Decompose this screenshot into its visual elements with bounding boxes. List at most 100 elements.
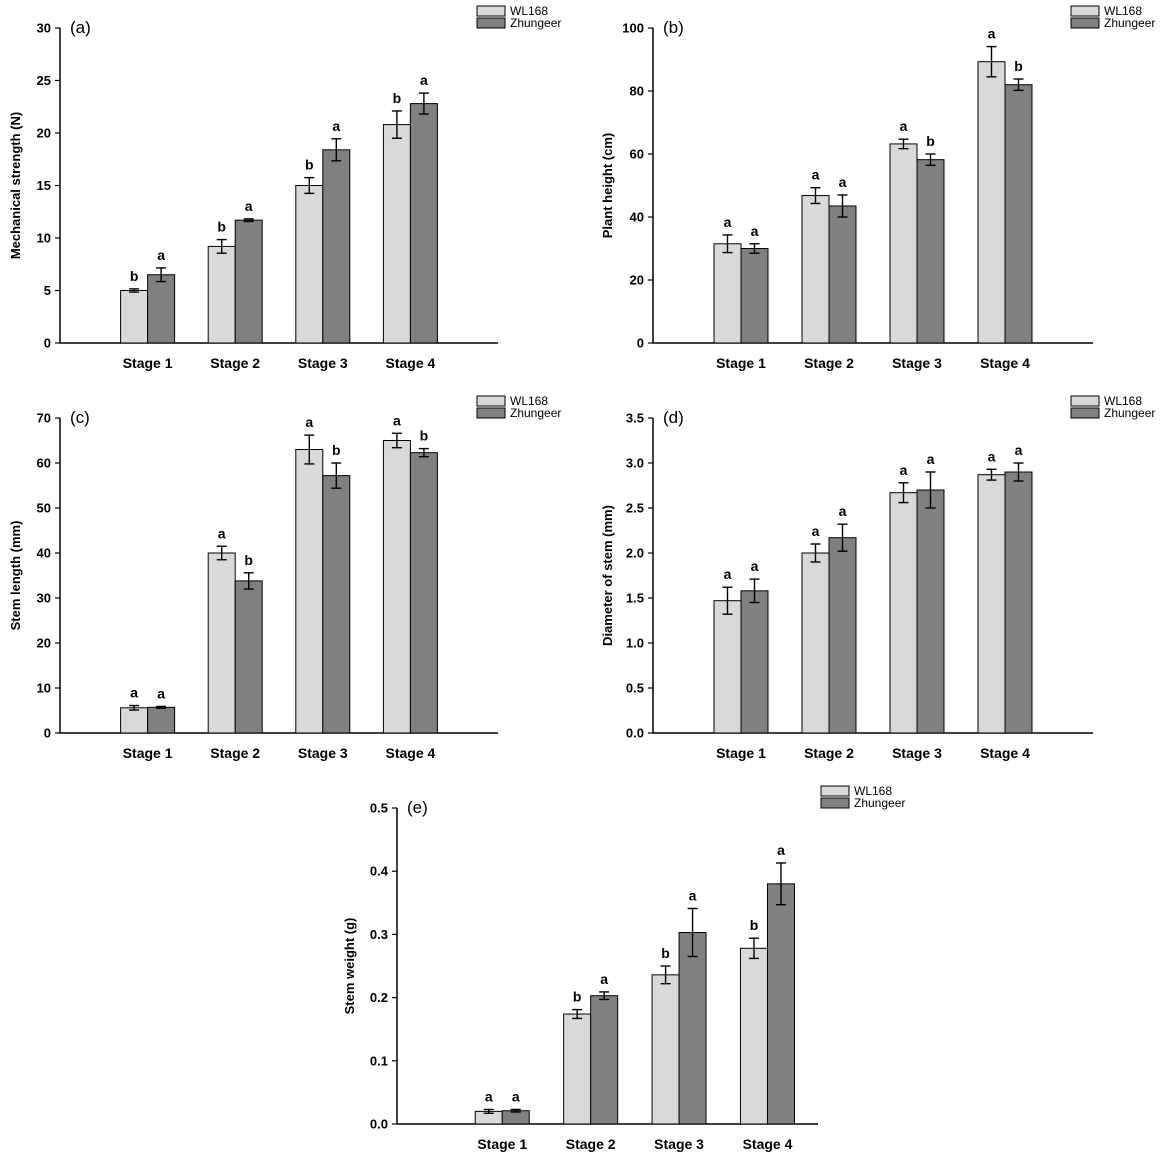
y-tick-label: 10 [37,681,51,696]
bar-wl168 [295,185,324,344]
bar-zhungeer [147,706,176,734]
bar-wl168 [713,243,742,344]
bar-zhungeer [1004,84,1033,344]
bar-wl168 [207,552,236,734]
y-tick-label: 20 [37,636,51,651]
significance-letter: a [245,198,253,214]
legend-swatch [476,407,506,419]
significance-letter: b [573,989,582,1005]
y-tick-label: 0.2 [370,990,388,1005]
legend-swatch [476,395,506,407]
y-tick-label: 10 [37,231,51,246]
y-tick-label: 5 [44,283,51,298]
category-label: Stage 4 [980,745,1030,761]
category-label: Stage 3 [298,745,348,761]
y-axis-label: Mechanical strength (N) [8,112,23,259]
y-tick-label: 0.4 [370,864,389,879]
significance-letter: b [420,428,429,444]
bar-zhungeer [916,489,945,734]
legend-label: Zhungeer [510,406,561,420]
y-tick-label: 0.1 [370,1053,388,1068]
y-axis-label: Stem weight (g) [342,918,357,1015]
panel-label: (a) [70,18,91,37]
significance-letter: a [988,448,996,464]
significance-letter: b [305,157,314,173]
significance-letter: a [157,247,165,263]
significance-letter: a [420,72,428,88]
bar-zhungeer [828,537,857,734]
category-label: Stage 2 [566,1136,616,1152]
y-tick-label: 0.0 [370,1117,388,1132]
category-label: Stage 4 [385,355,435,371]
significance-letter: a [512,1088,520,1104]
category-label: Stage 2 [804,745,854,761]
bar-zhungeer [322,149,351,344]
category-label: Stage 4 [743,1136,793,1152]
significance-letter: b [332,442,341,458]
y-tick-label: 15 [37,178,51,193]
legend-swatch [476,17,506,29]
panel-label: (b) [663,18,684,37]
legend-swatch [1070,407,1100,419]
significance-letter: a [305,414,313,430]
bar-wl168 [382,124,411,344]
bar-wl168 [977,61,1006,344]
bar-wl168 [120,707,149,734]
significance-letter: a [900,118,908,134]
y-tick-label: 0.0 [626,726,644,741]
bar-zhungeer [1004,471,1033,734]
y-tick-label: 30 [37,591,51,606]
bar-zhungeer [740,248,769,344]
bar-zhungeer [501,1110,530,1125]
significance-letter: a [724,566,732,582]
significance-letter: a [130,685,138,701]
significance-letter: b [244,552,253,568]
chart-panel-a: 0 5 10 15 20 25 30 Mechanical strength (N) (a) b a… [8,4,561,371]
significance-letter: a [1015,442,1023,458]
category-label: Stage 2 [210,745,260,761]
y-tick-label: 70 [37,411,51,426]
legend-label: Zhungeer [1104,406,1155,420]
significance-letter: a [839,174,847,190]
significance-letter: a [689,887,697,903]
chart-panel-e: 0.0 0.1 0.2 0.3 0.4 0.5 Stem weight (g) (e) a a St… [342,784,905,1152]
chart-panel-d: 0.0 0.5 1.0 1.5 2.0 2.5 3.0 3.5 Diameter of stem… [600,394,1155,761]
panel-label: (e) [407,798,428,817]
legend-label: WL168 [854,784,892,798]
significance-letter: b [217,219,226,235]
significance-letter: a [839,503,847,519]
y-axis-label: Diameter of stem (mm) [600,505,615,646]
y-tick-label: 3.0 [626,456,644,471]
legend-label: WL168 [510,394,548,408]
y-tick-label: 0 [44,726,51,741]
y-tick-label: 100 [622,21,644,36]
y-axis-label: Stem length (mm) [8,521,23,631]
bar-wl168 [801,195,830,344]
significance-letter: a [157,685,165,701]
y-tick-label: 0 [44,336,51,351]
legend-label: WL168 [1104,4,1142,18]
legend-label: Zhungeer [510,16,561,30]
legend-label: WL168 [1104,394,1142,408]
legend-swatch [1070,17,1100,29]
bar-zhungeer [590,995,619,1125]
y-tick-label: 0.5 [370,801,388,816]
category-label: Stage 3 [298,355,348,371]
y-tick-label: 0 [637,336,644,351]
significance-letter: a [927,451,935,467]
bar-zhungeer [678,932,707,1125]
bar-zhungeer [409,103,438,344]
category-label: Stage 3 [654,1136,704,1152]
significance-letter: a [332,118,340,134]
bar-zhungeer [828,205,857,344]
significance-letter: a [485,1088,493,1104]
legend-swatch [820,797,850,809]
legend-swatch [1070,5,1100,17]
significance-letter: a [900,462,908,478]
category-label: Stage 2 [210,355,260,371]
bar-zhungeer [409,452,438,734]
